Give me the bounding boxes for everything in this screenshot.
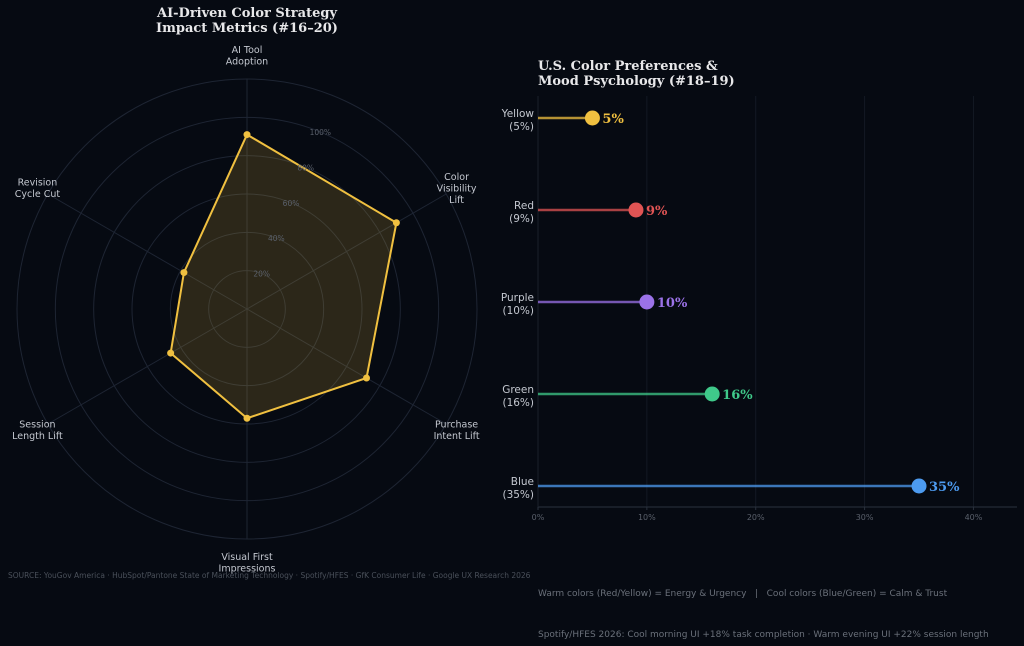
lollipop-dot (639, 294, 655, 310)
radar-radial-tick-label: 100% (310, 128, 331, 137)
radar-spoke (47, 308, 248, 425)
lollipop-dot (584, 110, 600, 126)
radar-radial-tick-label: 20% (253, 270, 270, 279)
radar-radial-tick-label: 60% (283, 199, 300, 208)
lollipop-category-sublabel: (35%) (502, 489, 534, 501)
radar-spoke (47, 193, 248, 310)
lollipop-title-line1: U.S. Color Preferences & (538, 59, 718, 74)
lollipop-category-label: Blue (511, 476, 534, 488)
lollipop-category-label: Purple (501, 292, 534, 304)
lollipop-value-label: 5% (602, 112, 624, 127)
radar-title-line1: AI-Driven Color Strategy (156, 6, 337, 21)
lollipop-x-tick-label: 10% (638, 513, 656, 522)
lollipop-category-label: Green (502, 384, 534, 396)
lollipop-category-sublabel: (10%) (502, 305, 534, 317)
color-temperature-note: Warm colors (Red/Yellow) = Energy & Urge… (538, 589, 948, 599)
lollipop-x-axis: 0% 10% 20% 30% 40% (532, 96, 1017, 522)
lollipop-category-label: Yellow (501, 108, 535, 120)
lollipop-value-label: 16% (722, 388, 753, 403)
radar-axis-label: Length Lift (12, 431, 63, 442)
lollipop-value-label: 10% (657, 296, 688, 311)
lollipop-dot (911, 478, 927, 494)
radar-axis-label: Visibility (437, 183, 477, 194)
radar-radial-tick-label: 80% (297, 163, 314, 172)
radar-spoke (246, 193, 447, 310)
radar-axis-label: Intent Lift (434, 431, 480, 442)
radar-axis-label: Revision (18, 178, 58, 189)
radar-radial-ticks: 20% 40% 60% 80% 100% (253, 128, 331, 279)
radar-axis-label: Cycle Cut (15, 189, 61, 200)
radar-point (167, 349, 175, 357)
radar-point (180, 269, 188, 277)
lollipop-category-label: Red (514, 200, 534, 212)
radar-spoke (246, 308, 447, 425)
radar-grid (16, 78, 478, 540)
lollipop-category-sublabel: (16%) (502, 397, 534, 409)
lollipop-value-label: 35% (929, 480, 960, 495)
radar-point (243, 131, 251, 139)
radar-axis-label: Lift (449, 195, 464, 206)
radar-axis-label: Purchase (435, 420, 478, 431)
source-note: SOURCE: YouGov America · HubSpot/Pantone… (8, 571, 531, 580)
session-study-note: Spotify/HFES 2026: Cool morning UI +18% … (538, 630, 989, 640)
radar-point (243, 414, 251, 422)
radar-polygon (169, 133, 398, 420)
radar-shape (167, 131, 400, 422)
lollipop-x-tick-label: 30% (856, 513, 874, 522)
radar-axis-label: Impressions (219, 564, 276, 575)
lollipop-marks: 5% Yellow(5%) 9% Red(9%) 10% Purple(10%) 16% Gr… (501, 108, 960, 501)
radar-axis-label: Adoption (226, 57, 268, 68)
lollipop-dot (704, 386, 720, 402)
lollipop-x-tick-label: 0% (532, 513, 545, 522)
radar-radial-tick-label: 40% (268, 234, 285, 243)
radar-point (363, 374, 371, 382)
lollipop-category-sublabel: (5%) (509, 121, 534, 133)
lollipop-category-sublabel: (9%) (509, 213, 534, 225)
lollipop-dot (628, 202, 644, 218)
radar-axis-label: Session (19, 420, 55, 431)
lollipop-x-tick-label: 40% (965, 513, 983, 522)
lollipop-x-tick-label: 20% (747, 513, 765, 522)
lollipop-value-label: 9% (646, 204, 668, 219)
radar-axis-label: AI Tool (232, 45, 263, 56)
radar-point (392, 219, 400, 227)
radar-axis-label: Visual First (221, 552, 273, 563)
radar-axis-label: Color (444, 172, 469, 183)
radar-title-line2: Impact Metrics (#16–20) (156, 21, 338, 36)
lollipop-grid (646, 96, 974, 507)
lollipop-title-line2: Mood Psychology (#18–19) (538, 74, 735, 89)
